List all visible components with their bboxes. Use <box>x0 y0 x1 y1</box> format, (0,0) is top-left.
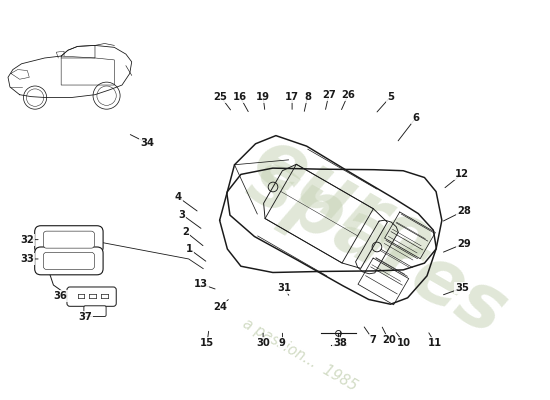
Text: 34: 34 <box>140 138 154 148</box>
Text: 3: 3 <box>179 210 185 220</box>
Text: 36: 36 <box>53 291 67 301</box>
Text: a passion...  1985: a passion... 1985 <box>240 316 360 394</box>
Text: 17: 17 <box>285 92 299 102</box>
Text: 27: 27 <box>322 90 336 100</box>
Text: 13: 13 <box>194 279 208 289</box>
Text: 25: 25 <box>213 92 228 102</box>
Text: 12: 12 <box>455 169 469 179</box>
Text: 1: 1 <box>186 244 193 254</box>
Text: 10: 10 <box>397 338 411 348</box>
Text: 8: 8 <box>304 92 311 102</box>
FancyBboxPatch shape <box>43 252 95 269</box>
FancyBboxPatch shape <box>35 247 103 275</box>
Text: 29: 29 <box>457 238 471 248</box>
Text: 33: 33 <box>20 254 34 264</box>
Text: 9: 9 <box>279 338 286 348</box>
Text: 37: 37 <box>79 312 92 322</box>
Text: 15: 15 <box>200 338 214 348</box>
Text: 19: 19 <box>256 92 270 102</box>
Text: 38: 38 <box>333 338 348 348</box>
Text: 26: 26 <box>341 90 355 100</box>
Text: 35: 35 <box>455 283 469 293</box>
Text: 20: 20 <box>382 335 395 345</box>
FancyBboxPatch shape <box>67 287 116 306</box>
Text: 5: 5 <box>387 92 394 102</box>
FancyBboxPatch shape <box>43 231 95 248</box>
Text: 4: 4 <box>174 192 182 202</box>
Text: 11: 11 <box>428 338 442 348</box>
Text: 7: 7 <box>370 335 377 345</box>
Text: 6: 6 <box>412 113 419 123</box>
Text: 31: 31 <box>277 283 292 293</box>
Text: 2: 2 <box>183 227 189 237</box>
FancyBboxPatch shape <box>84 306 106 316</box>
FancyBboxPatch shape <box>35 226 103 254</box>
Text: 16: 16 <box>233 92 247 102</box>
Text: spares: spares <box>234 143 520 350</box>
Text: 28: 28 <box>457 206 471 216</box>
Text: 32: 32 <box>20 235 34 245</box>
Text: euro: euro <box>240 122 447 284</box>
Text: 30: 30 <box>256 338 270 348</box>
Text: 24: 24 <box>213 302 228 312</box>
